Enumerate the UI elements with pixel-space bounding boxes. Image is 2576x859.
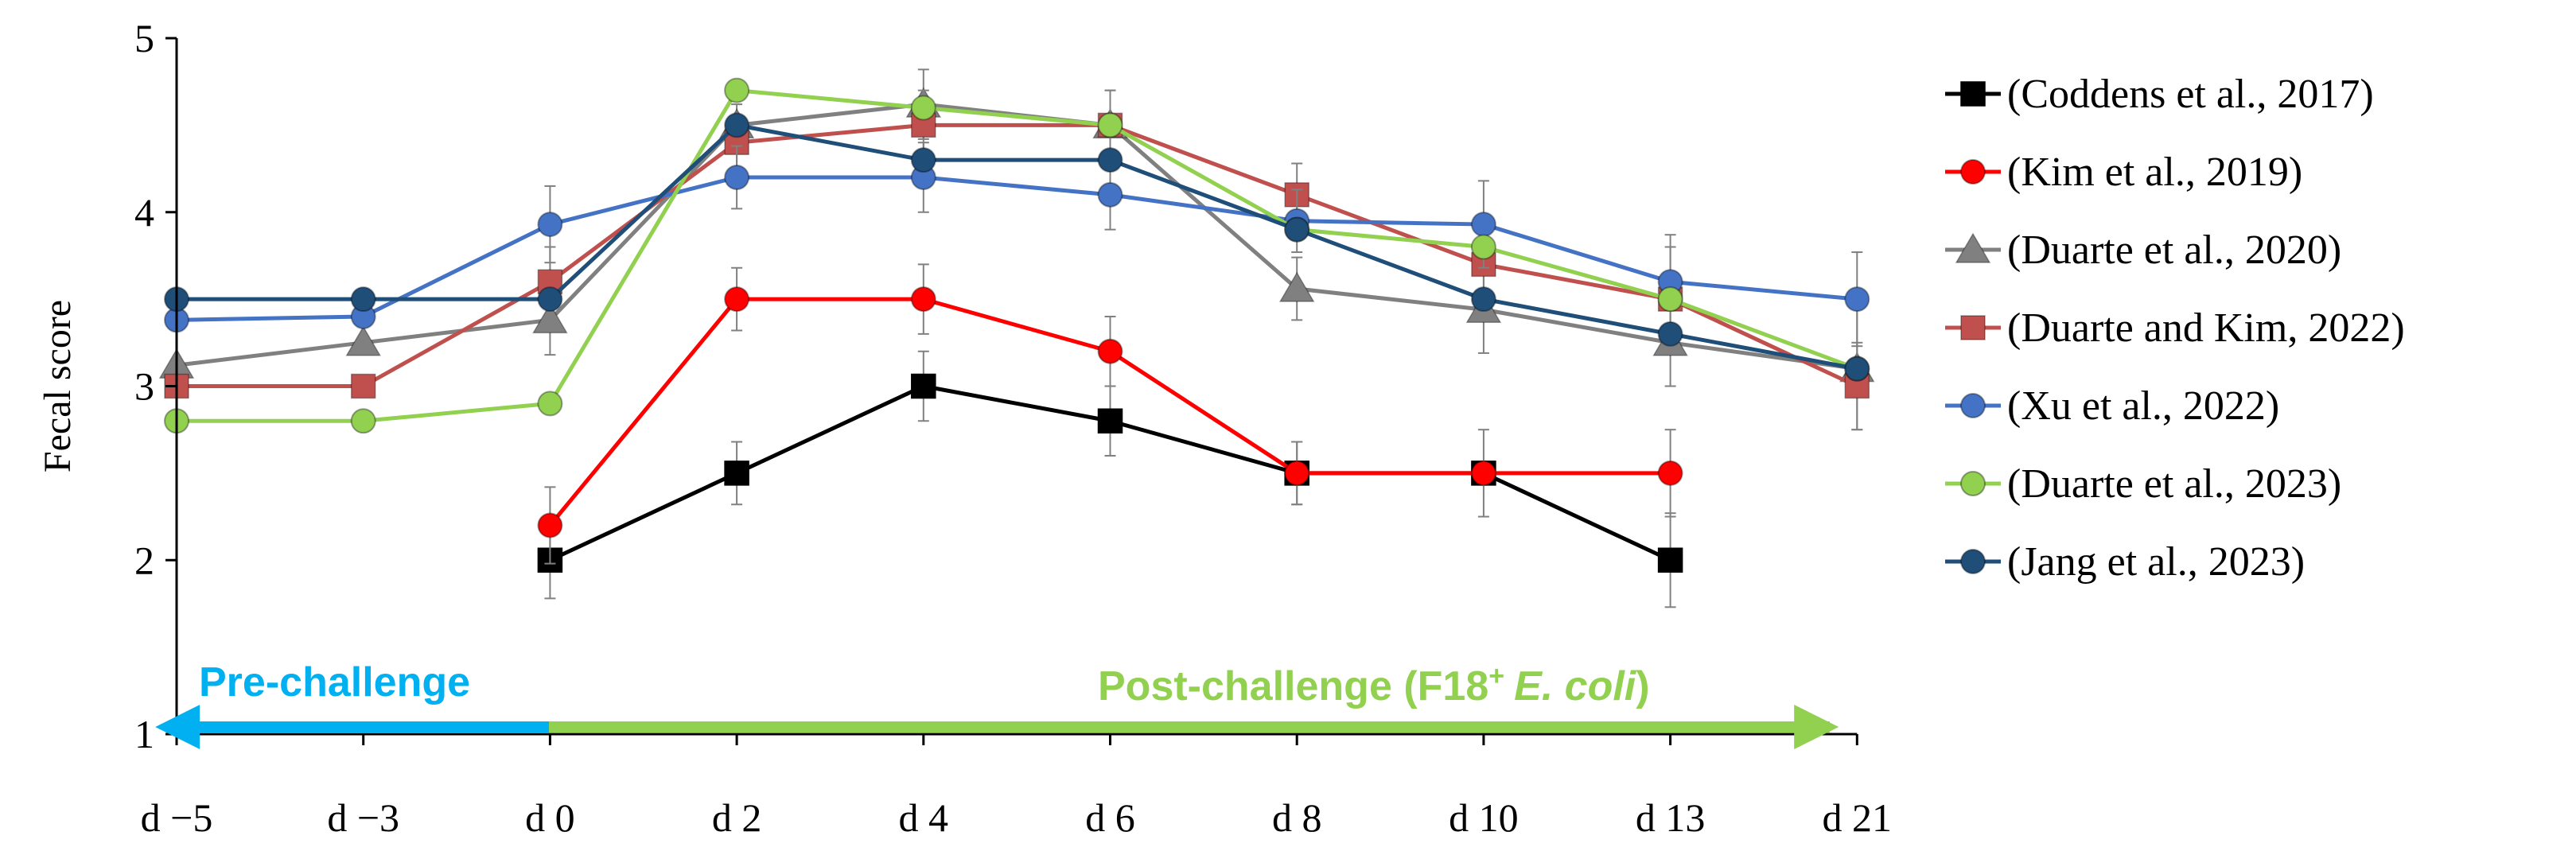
series-line [176,102,1858,371]
series-line [176,175,1858,322]
y-tick-label: 2 [134,538,154,582]
x-tick-label: d 6 [1085,795,1135,840]
data-point [1470,286,1496,313]
data-point [724,112,750,138]
legend-item-6: (Jang et al., 2023) [1945,539,2305,585]
data-point [537,286,563,313]
x-tick-label: d 2 [712,795,762,840]
y-tick-label: 1 [134,712,154,756]
y-tick-label: 3 [134,364,154,409]
data-point [724,461,749,486]
legend-swatch-marker [1955,232,1991,263]
legend-item-1: (Kim et al., 2019) [1945,150,2302,195]
legend-label: (Jang et al., 2023) [2007,539,2305,585]
x-tick-label: d 4 [899,795,949,840]
x-tick-label: d −3 [327,795,399,840]
legend-swatch-marker [1960,393,1986,418]
x-tick-label: d 10 [1449,795,1519,840]
post-challenge-superscript: + [1488,661,1504,691]
data-point [910,95,936,121]
legend-item-0: (Coddens et al., 2017) [1945,72,2374,117]
series-line [177,122,1858,371]
data-point [350,286,376,313]
y-tick-label: 4 [134,190,154,235]
legend-item-4: (Xu et al., 2022) [1945,383,2279,429]
legend-label: (Duarte et al., 2020) [2007,227,2341,273]
y-axis-title: Fecal score [37,300,79,472]
legend-swatch-marker [1960,81,1986,107]
legend: (Coddens et al., 2017) (Kim et al., 2019)… [1945,72,2405,585]
data-point [911,373,936,399]
data-point [1097,408,1123,433]
legend-swatch-marker [1960,315,1986,340]
series-line [177,122,1858,388]
data-point [1657,321,1683,347]
data-point [350,373,376,399]
series-3 [164,89,1870,431]
data-point [910,286,936,313]
legend-swatch-marker [1960,471,1986,496]
legend-item-5: (Duarte et al., 2023) [1945,461,2341,507]
series-4 [164,142,1870,348]
post-challenge-prefix: Post-challenge (F18 [1098,663,1488,709]
legend-label: (Xu et al., 2022) [2007,383,2279,429]
x-tick-label: d 21 [1823,795,1893,840]
data-point [532,302,568,334]
data-point [1097,181,1123,208]
data-point [537,391,563,417]
data-point [1284,460,1310,486]
data-point [1844,356,1870,382]
post-challenge-suffix: ) [1636,663,1649,709]
series-line [177,88,1858,423]
pre-challenge-label: Pre-challenge [199,659,470,705]
axes: 1 2 3 4 5 d −5 d −3 d 0 d 2 d 4 d 6 d 8 d 10 d 13 d 21… [37,16,1892,840]
data-point [1097,147,1123,173]
legend-label: (Duarte et al., 2023) [2007,461,2341,507]
data-point [1657,286,1683,313]
data-point [1284,216,1310,243]
data-point [724,286,750,313]
post-challenge-label: Post-challenge (F18+ E. coli) [1098,661,1650,709]
legend-swatch-marker [1960,159,1986,185]
legend-swatch-marker [1960,549,1986,574]
x-tick-label: d 13 [1636,795,1706,840]
x-tick-label: d −5 [141,795,213,840]
data-point [910,147,936,173]
x-tick-label: d 0 [525,795,575,840]
phase-annotations: Pre-challenge Post-challenge (F18+ E. col… [199,659,1650,709]
legend-item-2: (Duarte et al., 2020) [1945,227,2341,273]
data-point [1470,460,1496,486]
data-point [1657,547,1683,573]
x-tick-label: d 8 [1272,795,1322,840]
data-point [724,77,750,103]
legend-label: (Duarte and Kim, 2022) [2007,305,2405,351]
legend-label: (Coddens et al., 2017) [2007,72,2374,117]
data-point [1278,271,1315,302]
data-point [1470,212,1496,238]
data-point [345,325,382,356]
series-5 [164,77,1870,434]
legend-item-3: (Duarte and Kim, 2022) [1945,305,2405,351]
data-point [1844,286,1870,313]
data-point [1097,338,1123,364]
y-tick-label: 5 [134,16,154,60]
legend-label: (Kim et al., 2019) [2007,150,2302,195]
post-challenge-ecoli: E. coli [1514,663,1637,709]
data-point [724,165,750,190]
data-point [1470,234,1496,260]
data-point [1097,112,1123,138]
data-point [537,512,563,538]
series-1 [537,263,1683,565]
series-0 [537,350,1683,608]
series-6 [164,112,1870,382]
plot-area [158,68,1875,608]
data-point [537,212,563,238]
data-point [1657,460,1683,486]
data-point [350,408,376,434]
